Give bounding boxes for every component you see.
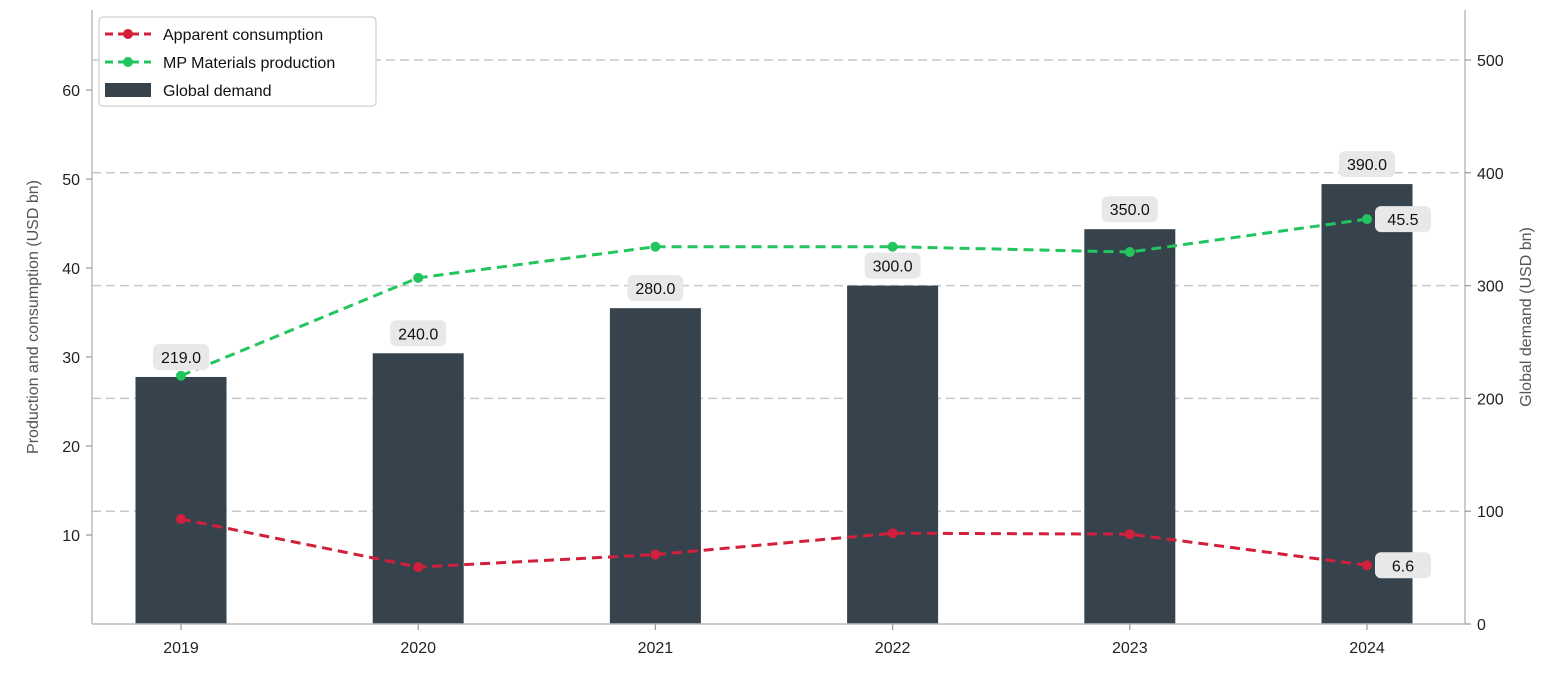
- left-tick-label: 20: [62, 439, 80, 456]
- series-point: [1124, 247, 1135, 258]
- legend-bar-swatch: [105, 83, 151, 97]
- line-end-label-text: 6.6: [1392, 558, 1414, 575]
- series-point: [887, 241, 898, 252]
- data-labels: 219.0 240.0 280.0 300.0 350.0 390.0 6.6 45.5: [153, 151, 1431, 579]
- legend-marker: [123, 57, 133, 67]
- bar-value-label: 280.0: [627, 275, 684, 302]
- bar-value-label: 390.0: [1339, 151, 1395, 178]
- line-end-label-box: [1375, 552, 1431, 579]
- legend-label: Apparent consumption: [163, 27, 323, 44]
- bar-value-label-box: [390, 320, 447, 347]
- right-tick-label: 400: [1477, 166, 1504, 183]
- bar-value-label-text: 280.0: [635, 281, 675, 298]
- series-point: [1362, 560, 1372, 571]
- bar-value-label-box: [864, 252, 921, 279]
- line-end-label: 6.6: [1375, 552, 1431, 579]
- x-tick-label: 2022: [875, 640, 911, 657]
- series-point: [887, 528, 898, 539]
- right-axis-title: Global demand (USD bn): [1518, 227, 1535, 407]
- bar-value-label-text: 300.0: [873, 259, 913, 276]
- legend: Apparent consumption MP Materials product…: [98, 16, 377, 107]
- series-line: [180, 517, 1368, 569]
- x-tick-label: 2024: [1349, 640, 1385, 657]
- right-tick-label: 200: [1477, 391, 1504, 408]
- axes: 10 20 30 40 50 60 0 100 200 300 400 500 2019 2020 2021…: [25, 10, 1535, 657]
- series-point: [413, 272, 424, 283]
- legend-label: MP Materials production: [163, 55, 335, 72]
- bar-value-label-text: 350.0: [1110, 202, 1150, 219]
- grid-lines: [92, 59, 1465, 512]
- bar-value-label-text: 390.0: [1347, 157, 1387, 174]
- bar-value-label-box: [1339, 151, 1395, 178]
- bar: [372, 353, 464, 624]
- legend-marker: [123, 29, 133, 39]
- series-point: [176, 513, 186, 524]
- left-tick-label: 40: [62, 261, 80, 278]
- bar: [609, 308, 701, 624]
- x-tick-label: 2019: [163, 640, 199, 657]
- series-point: [1124, 529, 1135, 540]
- legend-label: Global demand: [163, 83, 272, 100]
- right-tick-label: 300: [1477, 279, 1504, 296]
- right-tick-label: 100: [1477, 504, 1504, 521]
- bar-value-label: 350.0: [1101, 196, 1158, 223]
- series-point: [413, 562, 424, 573]
- series-point: [650, 549, 661, 560]
- series-point: [1362, 214, 1372, 225]
- bars: [135, 184, 1413, 624]
- bar-value-label-box: [153, 343, 209, 370]
- right-tick-label: 500: [1477, 53, 1504, 70]
- bar: [1084, 229, 1176, 624]
- x-tick-label: 2020: [400, 640, 436, 657]
- bar-value-label: 300.0: [864, 252, 921, 279]
- series-lines: [176, 214, 1372, 573]
- line-end-label-text: 45.5: [1387, 212, 1418, 229]
- bar-value-label-box: [627, 275, 684, 302]
- series-point: [176, 370, 186, 381]
- left-axis-title: Production and consumption (USD bn): [25, 180, 42, 454]
- left-tick-label: 10: [62, 528, 80, 545]
- bar: [847, 285, 939, 624]
- bar: [1321, 184, 1413, 624]
- series-line: [180, 217, 1368, 378]
- legend-box: [98, 16, 377, 107]
- series-point: [650, 241, 661, 252]
- bar-value-label-text: 219.0: [161, 350, 201, 367]
- left-tick-label: 30: [62, 350, 80, 367]
- bar-value-label: 240.0: [390, 320, 447, 347]
- left-tick-label: 50: [62, 172, 80, 189]
- bar-value-label: 219.0: [153, 343, 209, 370]
- line-end-label-box: [1375, 206, 1431, 233]
- right-tick-label: 0: [1477, 617, 1486, 634]
- bar: [135, 376, 227, 624]
- x-tick-label: 2023: [1112, 640, 1148, 657]
- bar-value-label-box: [1101, 196, 1158, 223]
- bar-value-label-text: 240.0: [398, 326, 438, 343]
- left-tick-label: 60: [62, 83, 80, 100]
- x-tick-label: 2021: [638, 640, 674, 657]
- line-end-label: 45.5: [1375, 206, 1431, 233]
